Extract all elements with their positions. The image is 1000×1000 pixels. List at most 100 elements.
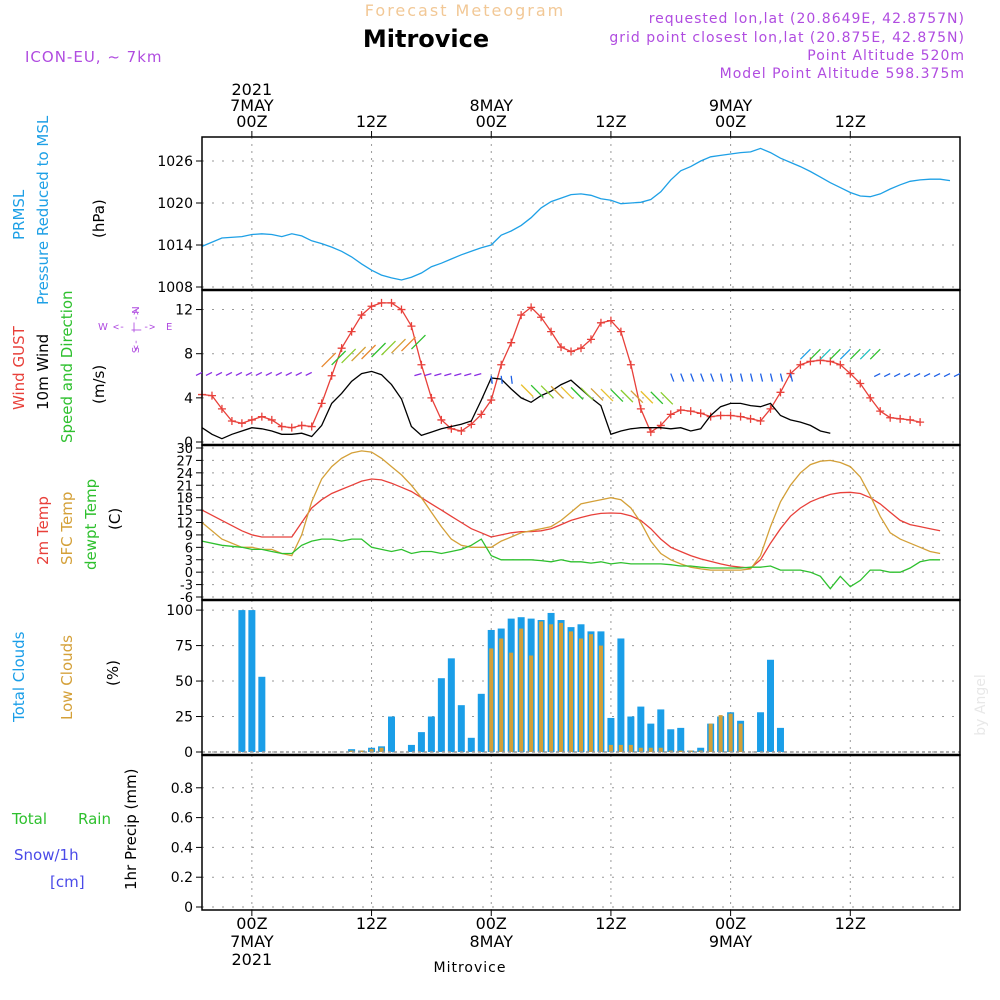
gust-marker <box>427 393 436 402</box>
y-tick-label: -6 <box>180 591 193 606</box>
wind-direction-arrow <box>680 373 685 382</box>
cloud-bar-low <box>608 744 613 752</box>
gust-marker <box>357 311 366 320</box>
cloud-bar-total <box>697 747 705 752</box>
pressure-label-2: Pressure Reduced to MSL <box>34 115 52 305</box>
location-title: Mitrovice <box>363 25 489 53</box>
gust-marker <box>596 318 605 327</box>
y-tick-label: 18 <box>176 492 193 507</box>
gust-marker <box>906 415 915 424</box>
y-tick-label: 21 <box>176 479 193 494</box>
cloud-bar-total <box>437 678 445 752</box>
time-label-bottom: 12Z <box>835 914 866 933</box>
gust-marker <box>856 379 865 388</box>
panel-frame <box>201 289 961 446</box>
cloud-bar-low <box>559 622 564 752</box>
gust-marker <box>407 322 416 331</box>
temp-2m-label: 2m Temp <box>34 496 52 565</box>
wind-direction-arrow <box>520 384 534 398</box>
time-label-top: 00Z <box>476 112 507 131</box>
wind-direction-arrow <box>225 371 233 377</box>
precip-cm-label: [cm] <box>50 873 85 891</box>
clouds-total-label: Total Clouds <box>10 631 28 723</box>
y-tick-label: 0.2 <box>171 870 193 886</box>
cloud-bar-low <box>529 655 534 752</box>
gust-marker <box>846 369 855 378</box>
gust-marker <box>287 423 296 432</box>
y-tick-label: 12 <box>175 303 193 319</box>
y-tick-label: 0.6 <box>171 811 193 827</box>
wind-direction-arrow <box>660 391 674 405</box>
gust-marker <box>507 338 516 347</box>
gust-marker <box>477 410 486 419</box>
gust-marker <box>636 404 645 413</box>
gust-marker <box>367 302 376 311</box>
time-label-top: 00Z <box>236 112 267 131</box>
gust-marker <box>437 415 446 424</box>
wind-direction-arrow <box>285 371 293 377</box>
gust-marker <box>317 399 326 408</box>
y-tick-label: 0.8 <box>171 781 193 797</box>
footer-location: Mitrovice <box>434 960 507 976</box>
time-label-bottom: 12Z <box>595 914 626 933</box>
gust-marker <box>606 316 615 325</box>
gust-marker <box>746 414 755 423</box>
gust-marker <box>397 305 406 314</box>
cloud-bar-total <box>617 638 625 752</box>
cloud-bar-total <box>647 723 655 752</box>
cloud-bar-total <box>477 693 485 752</box>
compass-south: S <box>131 347 142 353</box>
gust-marker <box>866 393 875 402</box>
pressure-unit: (hPa) <box>90 199 108 238</box>
gust-marker <box>876 407 885 416</box>
wind-direction-arrow <box>903 372 911 378</box>
wind-direction-arrow <box>331 350 347 366</box>
cloud-bar-low <box>519 628 524 752</box>
cloud-bar-low <box>628 744 633 752</box>
time-label-top: 12Z <box>356 112 387 131</box>
precip-rain-label: Rain <box>78 810 111 828</box>
cloud-bar-low <box>598 645 603 752</box>
wind-direction-arrow <box>255 371 263 377</box>
panel-frame <box>201 136 961 291</box>
cloud-bar-total <box>637 706 645 752</box>
wind-direction-arrow <box>434 372 442 377</box>
wind-direction-arrow <box>401 336 416 352</box>
y-tick-label: 1014 <box>157 238 193 254</box>
gust-marker <box>487 396 496 405</box>
wind-direction-arrow <box>454 372 462 377</box>
wind-direction-arrow <box>720 373 724 382</box>
cloud-bar-total <box>627 716 635 752</box>
y-tick-label: 30 <box>176 442 193 457</box>
cloud-bar-total <box>407 744 415 752</box>
cloud-bar-low <box>728 713 733 752</box>
gust-marker <box>686 407 695 416</box>
wind-direction-arrow <box>351 346 367 362</box>
wind-10m-label: 10m Wind <box>34 334 52 410</box>
cloud-bar-low <box>718 715 723 752</box>
cloud-bar-total <box>467 737 475 752</box>
series-line-dewpt-temp <box>201 538 941 590</box>
gust-marker <box>207 391 216 400</box>
gust-marker <box>696 409 705 418</box>
time-label-bottom: 00Z <box>715 914 746 933</box>
gust-marker <box>577 344 585 353</box>
cloud-bar-total <box>607 717 615 752</box>
gust-marker <box>537 313 546 322</box>
wind-direction-arrow <box>275 371 283 377</box>
precip-snow-label: Snow/1h <box>14 846 79 864</box>
wind-direction-arrow <box>630 390 644 404</box>
time-label-bottom: 9MAY <box>709 932 753 951</box>
credit-watermark: by Angel <box>973 674 989 735</box>
wind-direction-arrow <box>391 338 406 354</box>
y-tick-label: 0 <box>184 435 193 451</box>
y-tick-label: 100 <box>166 603 193 619</box>
cloud-bar-total <box>767 659 774 752</box>
time-label-bottom: 2021 <box>232 950 273 969</box>
wind-direction-arrow <box>530 384 544 398</box>
cloud-bar-low <box>509 652 514 752</box>
time-label-top: 12Z <box>835 112 866 131</box>
gust-marker <box>666 410 675 419</box>
time-label-top: 2021 <box>232 80 273 99</box>
point-altitude: Point Altitude 520m <box>807 48 965 64</box>
